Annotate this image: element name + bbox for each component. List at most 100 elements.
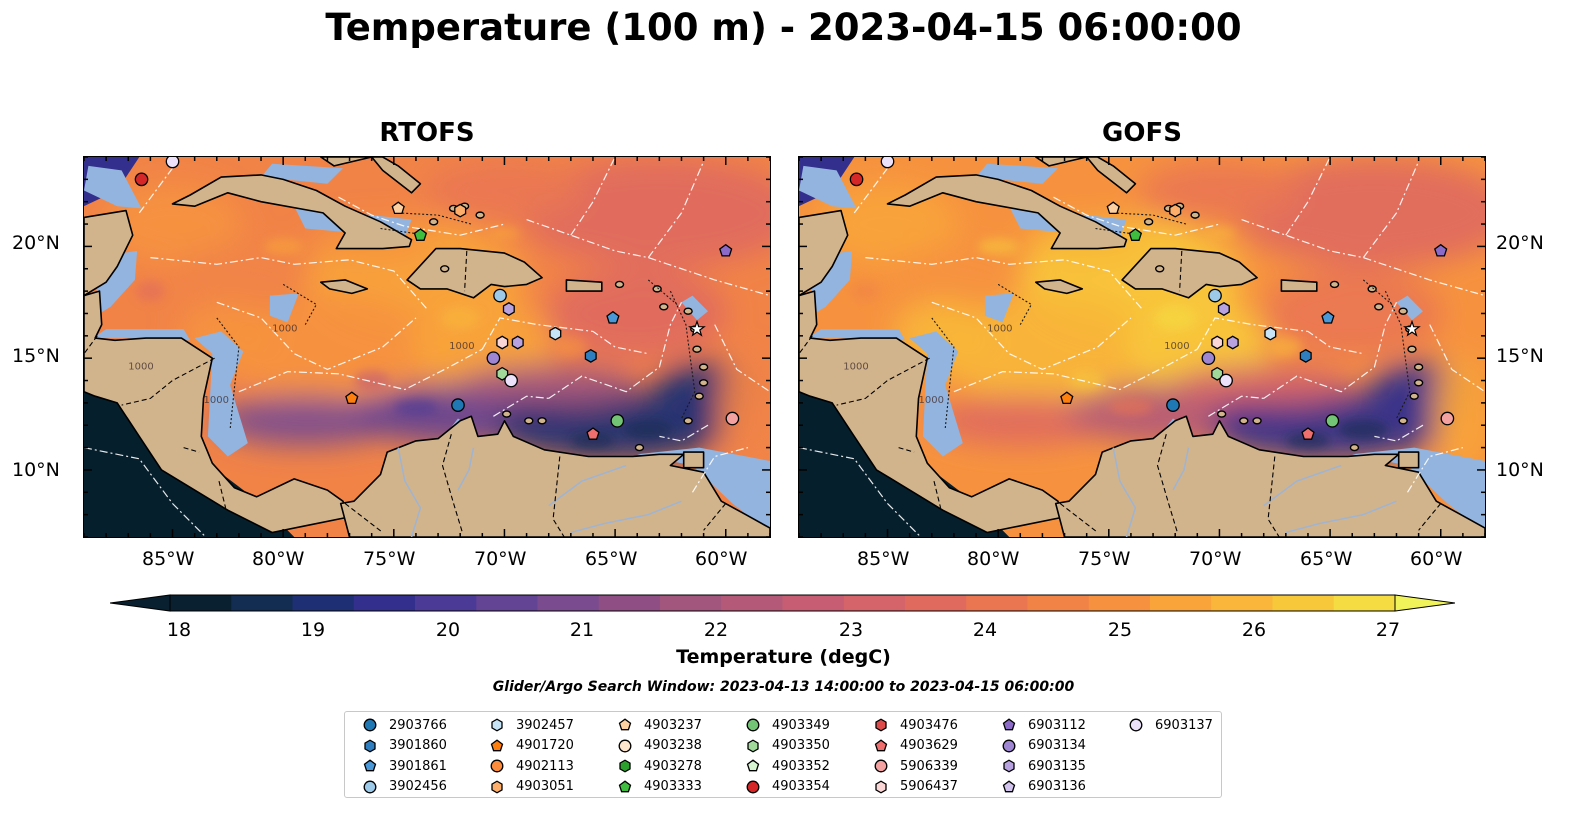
float-marker-6903137[interactable] <box>880 157 895 169</box>
country-border <box>121 357 215 406</box>
land-mesoamerica <box>799 290 1066 534</box>
country-border <box>464 250 468 292</box>
float-marker-4903237[interactable] <box>1106 201 1120 215</box>
eez-boundary <box>1196 317 1364 355</box>
float-marker-4903349[interactable] <box>610 413 625 428</box>
float-marker-3901860[interactable] <box>584 348 597 363</box>
legend-marker <box>491 718 503 732</box>
shelf-shallow-area <box>194 331 248 457</box>
map-panel-gofs[interactable]: 1000 1000 1000 1000 <box>798 156 1486 538</box>
legend-label: 4903349 <box>772 717 830 733</box>
legend-item: 3902457 <box>490 715 574 735</box>
float-marker-4903350[interactable] <box>496 366 509 381</box>
legend-label: 3901860 <box>389 738 447 753</box>
float-marker-4903629[interactable] <box>1301 427 1315 440</box>
float-marker-3901861[interactable] <box>606 310 620 324</box>
land-trinidad <box>682 451 705 469</box>
float-marker-6903112[interactable] <box>1434 243 1448 257</box>
float-marker-4903333[interactable] <box>413 228 428 241</box>
star-marker[interactable] <box>1403 319 1421 337</box>
circle-marker-icon <box>746 718 760 732</box>
legend-item: 4903352 <box>746 756 830 776</box>
colorbar-tick-label: 21 <box>569 619 595 641</box>
legend-item: 4903476 <box>874 715 958 735</box>
float-marker-4903350[interactable] <box>1211 366 1224 381</box>
float-marker-6903137[interactable] <box>1219 373 1233 388</box>
river <box>1263 464 1342 507</box>
colorbar-segment <box>231 595 294 611</box>
float-marker-6903134[interactable] <box>486 351 501 366</box>
country-border <box>84 335 98 355</box>
float-marker-6903135[interactable] <box>511 335 524 350</box>
float-marker-4901720[interactable] <box>345 391 359 405</box>
float-marker-4903051[interactable] <box>454 203 467 218</box>
small-island <box>475 211 485 219</box>
small-island <box>683 307 693 315</box>
country-border <box>183 447 200 453</box>
country-border <box>218 480 227 509</box>
lon-tick-label: 60°W <box>1410 548 1463 570</box>
float-marker-6903137[interactable] <box>165 157 180 169</box>
legend-label: 6903134 <box>1028 738 1086 753</box>
legend-item: 4903350 <box>746 736 830 756</box>
hexagon-marker-icon <box>491 779 503 794</box>
float-marker-3901861[interactable] <box>1321 310 1335 324</box>
colorbar-segment <box>966 595 1029 611</box>
country-border <box>1156 434 1178 533</box>
float-marker-6903135[interactable] <box>1217 302 1230 316</box>
colorbar-segment <box>415 595 477 611</box>
float-marker-2903766[interactable] <box>1166 398 1180 412</box>
float-marker-4903051[interactable] <box>1169 203 1182 218</box>
colorbar-tick-label: 20 <box>435 619 461 641</box>
colorbar-tick-label: 23 <box>838 619 864 641</box>
eez-boundary <box>865 256 1143 310</box>
eez-boundary <box>1406 447 1464 493</box>
pentagon-marker-icon <box>618 718 632 731</box>
float-marker-2903766[interactable] <box>451 398 465 412</box>
float-marker-3902456[interactable] <box>1208 288 1222 303</box>
legend-marker <box>746 718 760 732</box>
star-marker[interactable] <box>688 319 706 337</box>
colorbar-segment <box>905 595 967 611</box>
colorbar-segment <box>721 595 784 611</box>
float-marker-4903354[interactable] <box>134 172 149 187</box>
float-marker-5906339[interactable] <box>1440 411 1455 426</box>
legend-label: 4903476 <box>900 717 958 733</box>
colorbar-extend-low <box>110 594 171 612</box>
legend-item: 3901860 <box>363 736 447 756</box>
float-marker-4901720[interactable] <box>1060 391 1074 405</box>
colorbar <box>110 594 1455 612</box>
float-marker-6903112[interactable] <box>719 243 733 257</box>
float-marker-3902457[interactable] <box>1264 326 1277 341</box>
shelf-shallow-area <box>84 165 142 209</box>
pentagon-marker-icon <box>490 738 504 751</box>
float-marker-6903137[interactable] <box>504 373 518 388</box>
hexagon-marker-icon <box>364 738 376 753</box>
small-island <box>537 417 547 425</box>
river <box>570 500 682 534</box>
legend-item: 4902113 <box>490 756 574 776</box>
float-marker-6903135[interactable] <box>502 302 515 316</box>
float-marker-6903134[interactable] <box>1201 351 1216 366</box>
legend-marker <box>618 739 632 752</box>
float-marker-3901860[interactable] <box>1299 348 1312 363</box>
colorbar-tick-label: 22 <box>703 619 729 641</box>
colorbar-segment <box>1272 595 1335 611</box>
small-island <box>683 417 693 425</box>
contour-label: 1000 <box>203 395 228 406</box>
float-marker-5906339[interactable] <box>725 411 740 426</box>
float-marker-4903237[interactable] <box>391 201 405 215</box>
float-marker-5906437[interactable] <box>496 335 509 350</box>
float-marker-4903349[interactable] <box>1325 413 1340 428</box>
float-marker-3902456[interactable] <box>493 288 507 303</box>
map-panel-rtofs[interactable]: 1000 1000 1000 1000 <box>83 156 771 538</box>
float-marker-6903135[interactable] <box>1226 335 1239 350</box>
country-border <box>933 480 942 509</box>
float-marker-3902457[interactable] <box>549 326 562 341</box>
eez-boundary <box>953 348 1198 393</box>
float-marker-4903354[interactable] <box>849 172 864 187</box>
float-marker-5906437[interactable] <box>1211 335 1224 350</box>
float-marker-4903629[interactable] <box>586 427 600 440</box>
float-marker-4903333[interactable] <box>1128 228 1143 241</box>
colorbar-extend-high <box>1394 594 1455 612</box>
